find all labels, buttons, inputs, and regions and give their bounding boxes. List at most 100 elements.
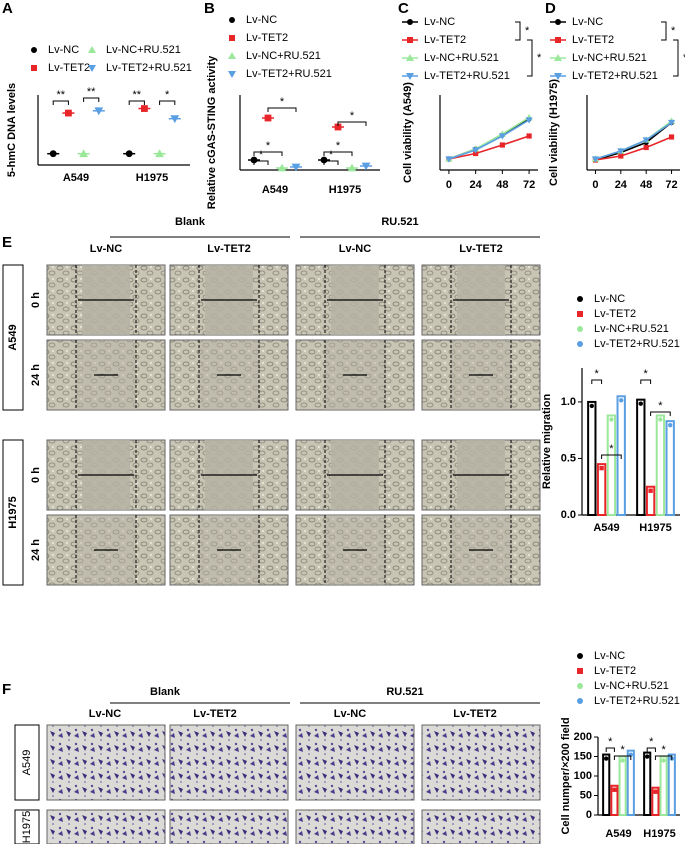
- column-label: Lv-TET2: [453, 708, 496, 720]
- x-tick-label: 48: [496, 179, 508, 191]
- significance-bracket: [591, 379, 603, 384]
- series-line: [448, 119, 530, 160]
- time-label: 24 h: [30, 539, 42, 561]
- legend-label: Lv-TET2+RU.521: [106, 62, 192, 74]
- micrograph: [169, 809, 289, 845]
- legend-marker: [577, 653, 583, 659]
- significance-bracket: [601, 454, 622, 459]
- marker: [65, 109, 72, 117]
- bar-dot: [619, 398, 624, 403]
- y-tick-label: 0: [586, 809, 592, 821]
- panel-label: A: [2, 0, 13, 17]
- legend-label: Lv-TET2+RU.521: [594, 695, 680, 707]
- y-axis-label: Cell viability (H1975): [548, 79, 560, 186]
- y-tick-label: 0.5: [561, 452, 576, 464]
- significance-bracket: [605, 747, 615, 752]
- panel-label: B: [204, 0, 215, 17]
- time-label: 0 h: [30, 467, 42, 483]
- panel-label: E: [2, 234, 12, 251]
- marker: [668, 134, 675, 140]
- significance-label: *: [525, 25, 530, 37]
- legend-marker: [407, 37, 413, 43]
- row-box: [2, 264, 24, 411]
- panel-label: C: [398, 0, 409, 17]
- legend-label: Lv-TET2: [594, 308, 636, 320]
- x-tick-label: 72: [665, 179, 677, 191]
- marker: [667, 119, 676, 127]
- micrograph: [46, 724, 166, 801]
- marker: [498, 133, 506, 140]
- series-line: [448, 135, 530, 160]
- legend-label: Lv-TET2+RU.521: [572, 70, 658, 82]
- group-label: RU.521: [386, 686, 423, 698]
- marker: [334, 123, 342, 131]
- marker: [499, 142, 505, 148]
- legend-marker: [407, 19, 413, 25]
- group-label: RU.521: [381, 216, 418, 228]
- significance-bracket: [159, 100, 176, 105]
- legend-marker: [88, 46, 96, 53]
- micrograph: [169, 724, 289, 801]
- significance-bracket: [83, 97, 100, 102]
- significance-bracket: [128, 100, 145, 105]
- legend-label: Lv-NC: [424, 16, 455, 28]
- x-tick-label: A549: [593, 522, 619, 534]
- group-label: Blank: [150, 686, 181, 698]
- bar: [616, 395, 626, 516]
- marker: [526, 133, 532, 139]
- bar: [618, 755, 627, 816]
- bar-dot: [612, 787, 617, 792]
- significance-label: *: [329, 149, 334, 161]
- column-label: Lv-TET2: [193, 708, 236, 720]
- legend-marker: [31, 65, 37, 71]
- legend-marker: [577, 311, 583, 317]
- panel-label: D: [545, 0, 556, 17]
- legend-marker: [577, 668, 583, 674]
- marker: [250, 156, 258, 164]
- marker: [277, 163, 287, 172]
- marker: [94, 107, 104, 116]
- x-tick-label: A549: [605, 828, 631, 840]
- significance-bracket: [673, 39, 679, 77]
- significance-bracket: [527, 39, 533, 77]
- bar-dot: [609, 417, 614, 422]
- legend-label: Lv-TET2: [572, 34, 614, 46]
- y-axis-label: Cell numper/×200 field: [560, 717, 572, 834]
- x-tick-label: 0: [592, 179, 598, 191]
- bar: [659, 755, 668, 816]
- legend-marker: [88, 65, 96, 72]
- legend-marker: [228, 52, 236, 59]
- significance-label: *: [649, 736, 654, 748]
- y-tick-label: 1.0: [561, 396, 576, 408]
- column-label: Lv-TET2: [207, 243, 250, 255]
- significance-label: *: [336, 140, 341, 152]
- bar: [587, 400, 597, 516]
- bar: [655, 414, 666, 516]
- bar: [636, 398, 646, 516]
- legend-label: Lv-TET2+RU.521: [594, 338, 680, 350]
- significance-label: *: [259, 149, 264, 161]
- bar-dot: [599, 465, 604, 471]
- bar-dot: [648, 488, 653, 493]
- row-label: H1975: [7, 496, 19, 528]
- legend-marker: [555, 37, 561, 43]
- marker: [170, 115, 180, 124]
- marker: [291, 163, 301, 172]
- significance-label: *: [537, 52, 542, 64]
- legend-label: Lv-NC: [594, 293, 625, 305]
- significance-label: *: [661, 744, 666, 756]
- marker: [347, 163, 357, 172]
- legend-marker: [228, 71, 236, 78]
- row-label: A549: [7, 324, 19, 350]
- significance-label: **: [57, 89, 66, 101]
- series-line: [595, 136, 672, 161]
- bar-dot: [645, 754, 650, 759]
- legend-label: Lv-NC+RU.521: [594, 323, 669, 335]
- micrograph: [421, 724, 541, 801]
- x-tick-label: A549: [63, 172, 89, 184]
- x-tick-label: H1975: [639, 522, 671, 534]
- legend-marker: [555, 19, 561, 25]
- marker: [361, 162, 371, 171]
- legend-marker: [31, 47, 37, 53]
